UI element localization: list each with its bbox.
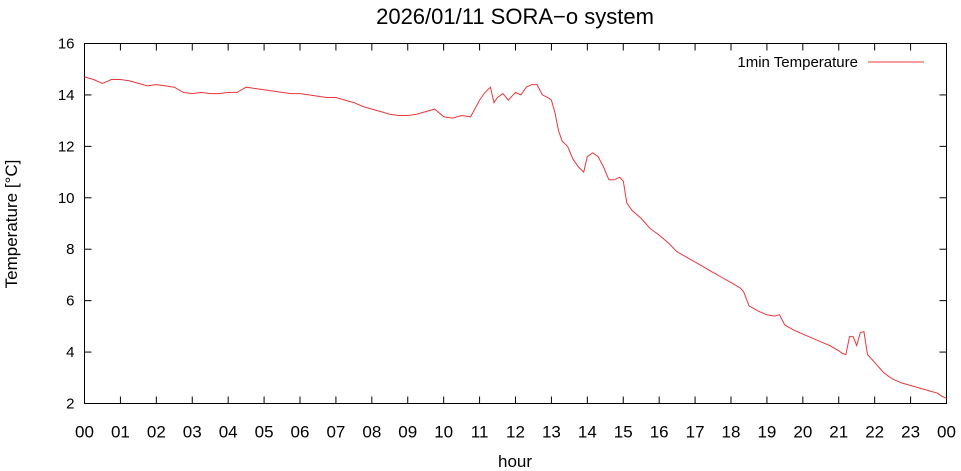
x-tick-label: 13 [542,423,561,442]
x-tick-label: 16 [650,423,669,442]
y-axis-label: Temperature [°C] [2,160,21,289]
x-tick-label: 03 [183,423,202,442]
plot-area-frame [84,43,947,404]
y-axis-ticks: 2 4 6 8 10 12 14 16 [58,36,947,413]
x-tick-label: 20 [793,423,812,442]
x-tick-label: 23 [901,423,920,442]
x-tick-label: 08 [362,423,381,442]
x-tick-label: 21 [829,423,848,442]
temperature-series-line [84,76,947,399]
legend: 1min Temperature [737,54,924,71]
y-tick-label: 6 [66,293,74,310]
y-tick-label: 16 [58,36,75,53]
chart-title: 2026/01/11 SORA−o system [376,4,654,29]
y-tick-label: 12 [58,138,75,155]
x-tick-label: 09 [398,423,417,442]
x-tick-label: 02 [147,423,166,442]
x-tick-label: 10 [434,423,453,442]
y-tick-label: 10 [58,190,75,207]
y-tick-label: 2 [66,396,74,413]
x-tick-label: 12 [506,423,525,442]
x-tick-label: 00 [75,423,94,442]
x-tick-label: 17 [686,423,705,442]
y-tick-label: 8 [66,241,74,258]
x-tick-label: 00 [937,423,956,442]
x-tick-label: 07 [326,423,345,442]
x-tick-label: 06 [291,423,310,442]
x-tick-label: 22 [865,423,884,442]
x-axis-label: hour [498,452,532,471]
y-tick-label: 4 [66,344,74,361]
x-tick-label: 04 [219,423,238,442]
x-axis-ticks: 00 01 02 03 04 05 06 07 08 09 10 11 12 13 14 15 16 17 18 19… [75,43,956,442]
x-tick-label: 15 [614,423,633,442]
x-tick-label: 19 [757,423,776,442]
y-tick-label: 14 [58,87,75,104]
x-tick-label: 18 [722,423,741,442]
x-tick-label: 05 [255,423,274,442]
x-tick-label: 01 [111,423,130,442]
x-tick-label: 14 [578,423,597,442]
x-tick-label: 11 [471,423,489,442]
legend-label: 1min Temperature [737,54,858,71]
